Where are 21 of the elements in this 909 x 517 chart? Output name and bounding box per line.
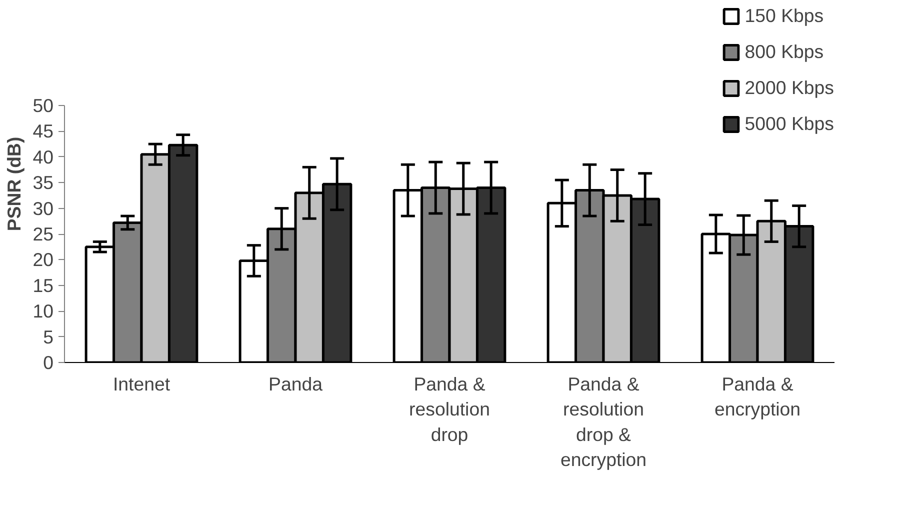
legend-label: 5000 Kbps [744, 113, 834, 135]
legend-label: 800 Kbps [744, 41, 824, 63]
y-tick-label: 20 [32, 249, 54, 270]
x-tick-label: Panda [268, 374, 324, 394]
y-tick-label: 30 [32, 198, 54, 219]
y-tick-label: 0 [43, 352, 54, 373]
x-tick-label: Panda & resolution drop [409, 374, 490, 445]
legend-label: 2000 Kbps [744, 77, 834, 99]
y-axis-title: PSNR (dB) [4, 136, 25, 232]
y-tick-label: 50 [32, 95, 54, 116]
y-tick-label: 10 [32, 300, 54, 322]
x-tick-label: Panda & resolution drop & encryption [560, 374, 647, 470]
y-tick-label: 40 [32, 146, 54, 168]
legend-label: 150 Kbps [744, 5, 824, 27]
y-tick-label: 5 [43, 326, 54, 348]
x-tick-label: Intenet [112, 374, 171, 394]
y-tick-label: 15 [32, 274, 54, 296]
y-tick-label: 25 [32, 224, 54, 244]
y-tick-label: 35 [32, 172, 54, 194]
y-tick-label: 45 [32, 120, 54, 142]
x-tick-label: Panda & encryption [714, 374, 801, 420]
